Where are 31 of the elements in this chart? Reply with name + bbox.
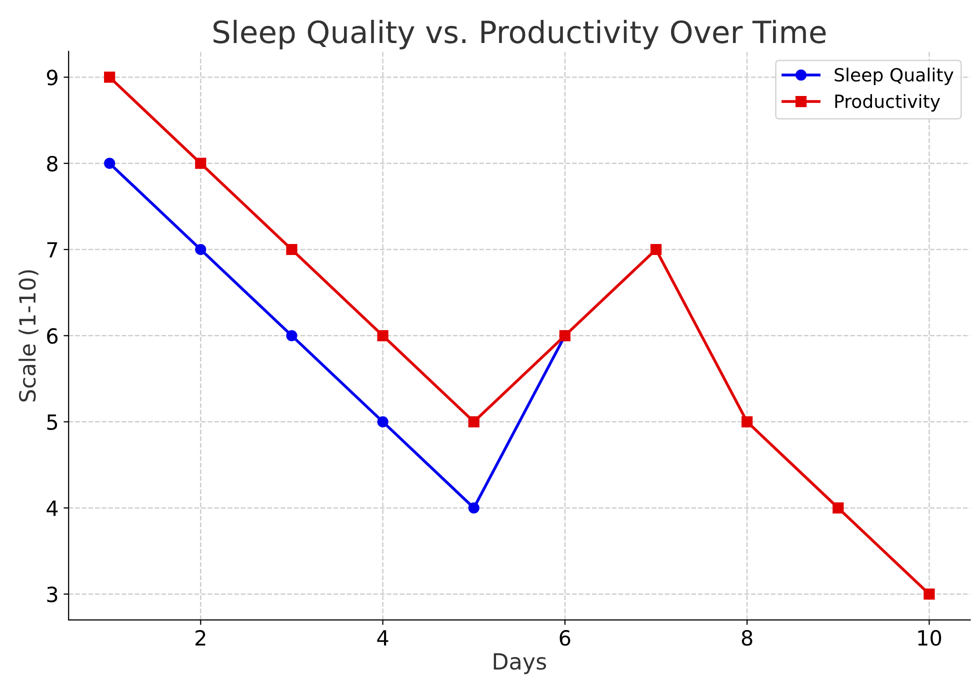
y-tick-label: 4 [46,500,58,516]
point [104,158,116,169]
y-tick-label: 8 [47,156,58,172]
point [832,502,844,514]
y-axis-title: Scale (1-10) [18,270,38,402]
y-tick-label: 5 [47,414,58,430]
legend-label: Productivity [835,94,940,112]
point [104,72,116,83]
y-tick-label: 7 [47,242,58,258]
point [286,330,298,342]
point [924,588,935,600]
point [195,158,206,169]
point [286,244,298,256]
x-tick-label: 6 [560,630,570,646]
x-tick-label: 8 [742,630,752,646]
point [650,244,662,256]
point [742,416,753,428]
point [468,502,480,514]
point [377,330,388,342]
x-tick-label: 10 [918,630,942,646]
point [468,416,480,428]
y-tick-label: 6 [47,328,58,344]
point [195,244,206,256]
y-tick-label: 3 [47,586,58,602]
chart-title: Sleep Quality vs. Productivity Over Time [214,20,826,50]
point [377,416,388,428]
y-tick-label: 9 [46,70,58,86]
x-axis-title: Days [494,653,546,674]
legend-label: Sleep Quality [834,68,954,86]
x-tick-label: 2 [196,630,206,646]
x-tick-label: 4 [377,630,388,646]
